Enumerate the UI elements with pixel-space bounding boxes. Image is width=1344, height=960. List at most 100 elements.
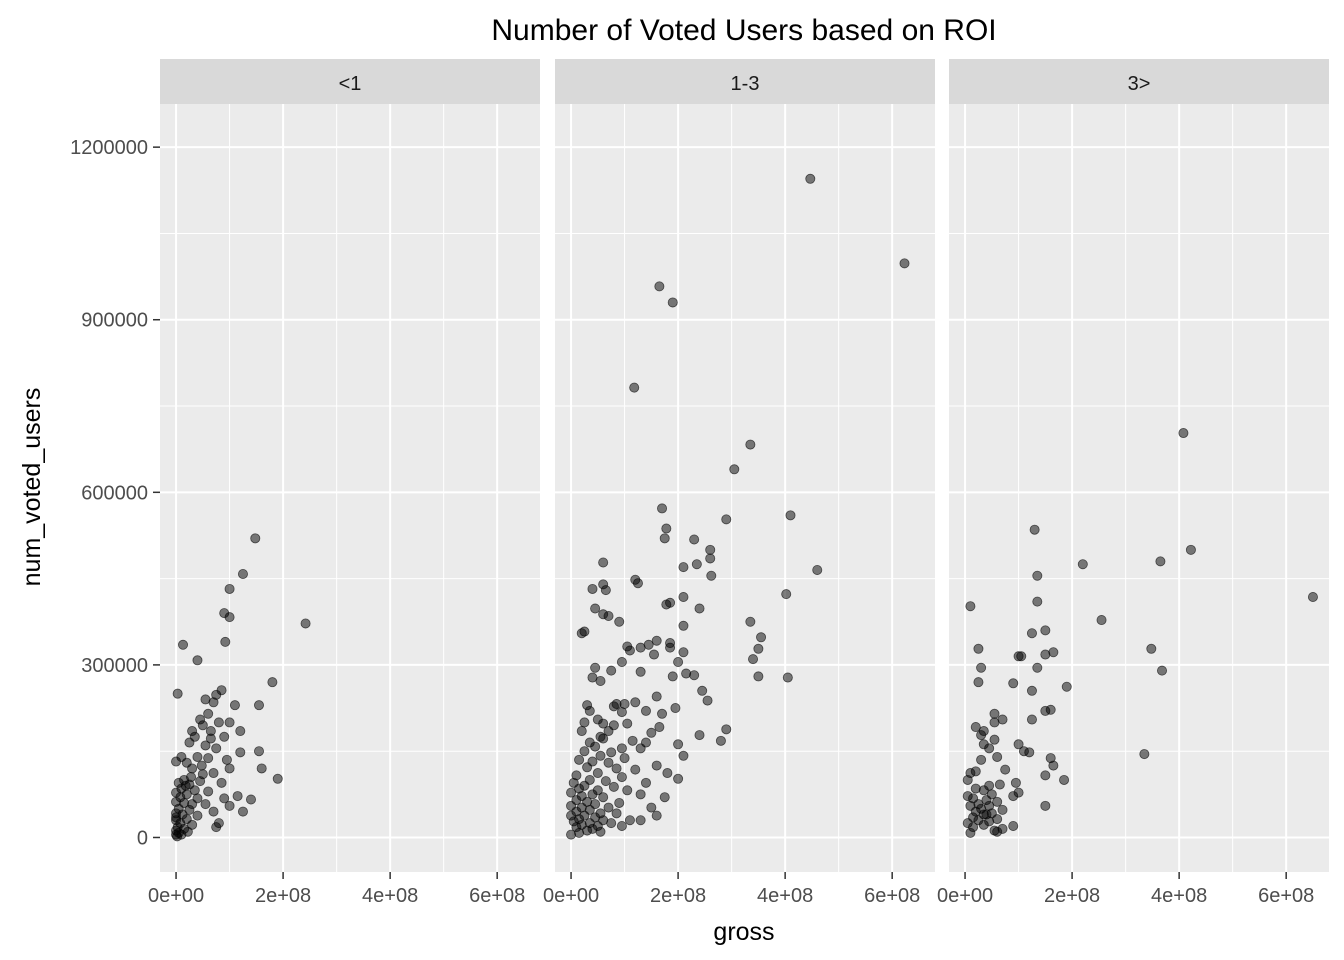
data-point xyxy=(632,578,643,589)
data-point xyxy=(654,722,665,733)
data-point xyxy=(579,717,590,728)
data-point xyxy=(180,780,191,791)
panel-background xyxy=(555,104,935,872)
data-point xyxy=(590,662,601,673)
data-point xyxy=(192,810,203,821)
data-point xyxy=(608,781,619,792)
data-point xyxy=(994,779,1005,790)
data-point xyxy=(629,382,640,393)
data-point xyxy=(582,700,593,711)
facet-strip-label: 3> xyxy=(1128,73,1151,95)
data-point xyxy=(616,820,627,831)
data-point xyxy=(616,743,627,754)
data-point xyxy=(1045,704,1056,715)
data-point xyxy=(579,746,590,757)
data-point xyxy=(614,616,625,627)
data-point xyxy=(997,804,1008,815)
data-point xyxy=(992,826,1003,837)
data-point xyxy=(221,754,232,765)
data-point xyxy=(1032,596,1043,607)
data-point xyxy=(616,772,627,783)
data-point xyxy=(640,705,651,716)
data-point xyxy=(224,583,235,594)
data-point xyxy=(172,688,183,699)
data-point xyxy=(598,718,609,729)
data-point xyxy=(1146,643,1157,654)
data-point xyxy=(689,670,700,681)
x-tick-label: 4e+08 xyxy=(362,885,418,907)
data-point xyxy=(1026,628,1037,639)
facet-panels: <1 0e+00 2e+08 4e+08 6e+08 1-3 0e+00 2e+08 4e+08… xyxy=(148,59,1329,907)
data-point xyxy=(197,720,208,731)
data-point xyxy=(1048,760,1059,771)
data-point xyxy=(665,642,676,653)
data-point xyxy=(667,297,678,308)
data-point xyxy=(216,777,227,788)
data-point xyxy=(657,708,668,719)
data-point xyxy=(203,753,214,764)
data-point xyxy=(200,799,211,810)
x-tick-label: 0e+00 xyxy=(937,885,993,907)
data-point xyxy=(576,628,587,639)
data-point xyxy=(1032,662,1043,673)
data-point xyxy=(608,701,619,712)
data-point xyxy=(651,760,662,771)
data-point xyxy=(981,809,992,820)
data-point xyxy=(706,570,717,581)
data-point xyxy=(587,789,598,800)
data-point xyxy=(614,797,625,808)
data-point xyxy=(195,776,206,787)
data-point xyxy=(705,553,716,564)
data-point xyxy=(970,783,981,794)
x-tick-label: 0e+00 xyxy=(543,885,599,907)
data-point xyxy=(1029,524,1040,535)
data-point xyxy=(745,616,756,627)
data-point xyxy=(745,439,756,450)
data-point xyxy=(208,806,219,817)
data-point xyxy=(1008,678,1019,689)
data-point xyxy=(566,787,577,798)
data-point xyxy=(203,708,214,719)
data-point xyxy=(232,791,243,802)
data-point xyxy=(267,677,278,688)
x-tick-label: 2e+08 xyxy=(650,885,706,907)
data-point xyxy=(635,666,646,677)
data-point xyxy=(635,789,646,800)
data-point xyxy=(1040,649,1051,660)
data-point xyxy=(224,612,235,623)
data-point xyxy=(976,754,987,765)
data-point xyxy=(661,523,672,534)
data-point xyxy=(219,731,230,742)
data-point xyxy=(566,829,577,840)
data-point xyxy=(785,510,796,521)
data-point xyxy=(678,562,689,573)
data-point xyxy=(624,645,635,656)
x-tick-label: 2e+08 xyxy=(255,885,311,907)
data-point xyxy=(187,763,198,774)
data-point xyxy=(753,643,764,654)
data-point xyxy=(603,611,614,622)
y-tick-label: 0 xyxy=(137,827,148,849)
data-point xyxy=(224,763,235,774)
chart-title: Number of Voted Users based on ROI xyxy=(491,14,996,47)
data-point xyxy=(678,750,689,761)
data-point xyxy=(992,796,1003,807)
data-point xyxy=(627,735,638,746)
data-point xyxy=(673,657,684,668)
facet-strip xyxy=(949,59,1329,104)
data-point xyxy=(1010,777,1021,788)
data-point xyxy=(662,768,673,779)
data-point xyxy=(208,768,219,779)
data-point xyxy=(970,722,981,733)
facet-strip-label: <1 xyxy=(339,73,362,95)
data-point xyxy=(667,671,678,682)
data-point xyxy=(659,533,670,544)
x-tick-label: 0e+00 xyxy=(148,885,204,907)
data-point xyxy=(1040,770,1051,781)
x-tick-label: 4e+08 xyxy=(1151,885,1207,907)
data-point xyxy=(681,668,692,679)
data-point xyxy=(697,685,708,696)
data-point xyxy=(611,763,622,774)
data-point xyxy=(694,730,705,741)
data-point xyxy=(624,815,635,826)
